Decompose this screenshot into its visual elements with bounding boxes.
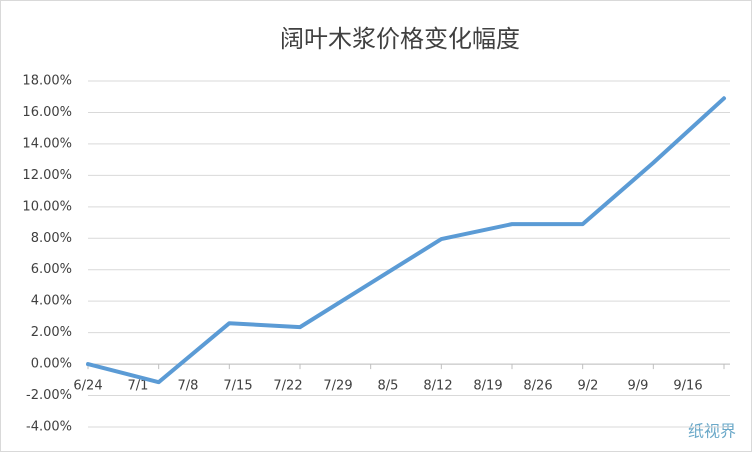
y-tick-label: 8.00% bbox=[31, 231, 72, 246]
x-tick-label: 9/2 bbox=[578, 379, 599, 394]
x-tick-label: 8/12 bbox=[423, 379, 452, 394]
x-tick-label: 7/15 bbox=[223, 379, 252, 394]
y-tick-label: 16.00% bbox=[22, 105, 72, 120]
x-tick-label: 9/9 bbox=[628, 379, 649, 394]
x-tick-label: 8/26 bbox=[523, 379, 552, 394]
x-tick-label: 9/16 bbox=[673, 379, 702, 394]
chart-title: 阔叶木浆价格变化幅度 bbox=[280, 25, 520, 53]
y-tick-label: 14.00% bbox=[22, 136, 72, 151]
y-tick-label: -4.00% bbox=[26, 420, 72, 435]
data-line bbox=[86, 96, 726, 385]
y-tick-label: -2.00% bbox=[26, 388, 72, 403]
y-tick-label: 4.00% bbox=[31, 294, 72, 309]
x-tick-label: 8/5 bbox=[378, 379, 399, 394]
x-tick-label: 7/1 bbox=[128, 379, 149, 394]
y-tick-label: 10.00% bbox=[22, 199, 72, 214]
y-tick-label: 12.00% bbox=[22, 168, 72, 183]
x-tick-label: 8/19 bbox=[473, 379, 502, 394]
x-tick-label: 6/24 bbox=[73, 379, 102, 394]
x-tick-label: 7/8 bbox=[178, 379, 199, 394]
y-tick-label: 6.00% bbox=[31, 262, 72, 277]
y-tick-label: 0.00% bbox=[31, 357, 72, 372]
x-tick-label: 7/29 bbox=[323, 379, 352, 394]
y-tick-label: 18.00% bbox=[22, 74, 72, 89]
watermark: 纸视界 bbox=[688, 422, 736, 441]
x-tick-label: 7/22 bbox=[273, 379, 302, 394]
y-tick-label: 2.00% bbox=[31, 325, 72, 340]
